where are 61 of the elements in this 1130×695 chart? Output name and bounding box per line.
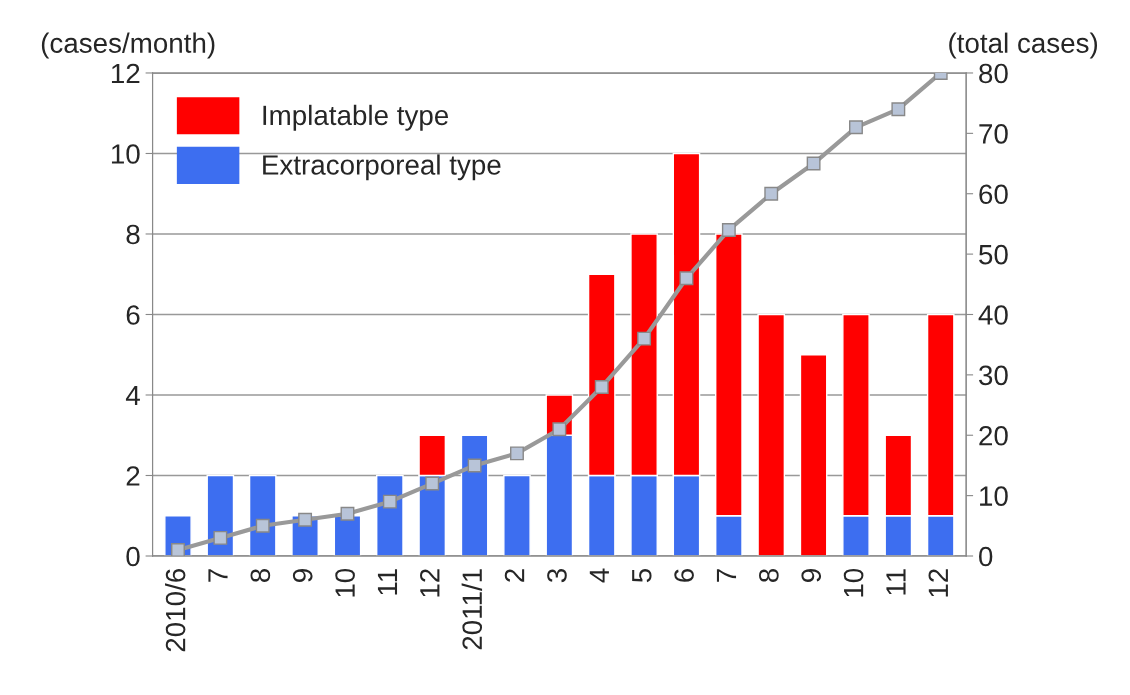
point (637, 331, 652, 346)
point (510, 446, 524, 461)
y2-tick-label: 20 (979, 425, 1008, 446)
y-tick-label: 10 (111, 144, 140, 164)
point (425, 476, 440, 491)
y-tick-label: 4 (125, 385, 140, 406)
point (382, 494, 397, 509)
y2-tick-label: 70 (979, 124, 1008, 144)
y-axis-title: (cases/month) (41, 32, 215, 59)
point (679, 271, 694, 286)
x-tick-label: 12 (420, 569, 440, 597)
x-tick-label: 11 (377, 569, 398, 595)
y-tick-label: 6 (126, 305, 140, 325)
point (594, 379, 609, 394)
x-tick-label: 7 (208, 569, 228, 582)
x-tick-label: 5 (632, 568, 652, 583)
point (467, 458, 482, 473)
y2-tick-label: 0 (979, 546, 993, 567)
point (171, 543, 185, 556)
point (806, 156, 821, 171)
x-tick-label: 2 (504, 569, 525, 582)
point (255, 518, 270, 533)
legend-label: Implatable type (263, 104, 449, 131)
y2-tick-label: 50 (979, 244, 1008, 265)
point (721, 223, 736, 237)
x-tick-label: 10 (335, 568, 355, 597)
point (213, 530, 228, 545)
x-tick-label: 9 (801, 569, 822, 582)
y2-tick-label: 40 (978, 305, 1008, 325)
point (849, 120, 863, 135)
x-tick-label: 11 (886, 569, 906, 595)
point (298, 512, 313, 527)
legend-label: Extracorporeal type (263, 154, 501, 181)
x-tick-label: 4 (589, 568, 609, 583)
bar (460, 434, 489, 556)
x-tick-label: 8 (250, 569, 271, 583)
bar (799, 354, 828, 556)
y2-axis-title: (total cases) (949, 32, 1098, 59)
point (340, 506, 355, 521)
x-tick-label: 3 (547, 569, 567, 583)
x-tick-label: 7 (716, 569, 737, 582)
y-tick-label: 8 (126, 224, 140, 245)
bar (503, 474, 531, 556)
x-tick-label: 9 (292, 569, 313, 582)
x-tick-label: 2011/1 (461, 569, 483, 650)
point (764, 186, 779, 201)
bar (757, 313, 786, 556)
y-tick-label: 0 (126, 546, 140, 567)
y2-tick-label: 80 (979, 63, 1008, 84)
x-tick-label: 10 (843, 568, 864, 597)
y2-tick-label: 30 (979, 365, 1008, 386)
y-tick-label: 2 (126, 466, 140, 486)
y2-tick-label: 60 (979, 184, 1008, 205)
x-tick-label: 8 (759, 569, 779, 583)
point (891, 102, 906, 117)
x-tick-label: 2010/6 (165, 569, 186, 652)
x-tick-label: 12 (928, 569, 948, 597)
x-tick-label: 6 (674, 569, 694, 582)
point (552, 422, 567, 437)
y2-tick-label: 10 (980, 486, 1008, 506)
y-tick-label: 12 (111, 63, 140, 84)
